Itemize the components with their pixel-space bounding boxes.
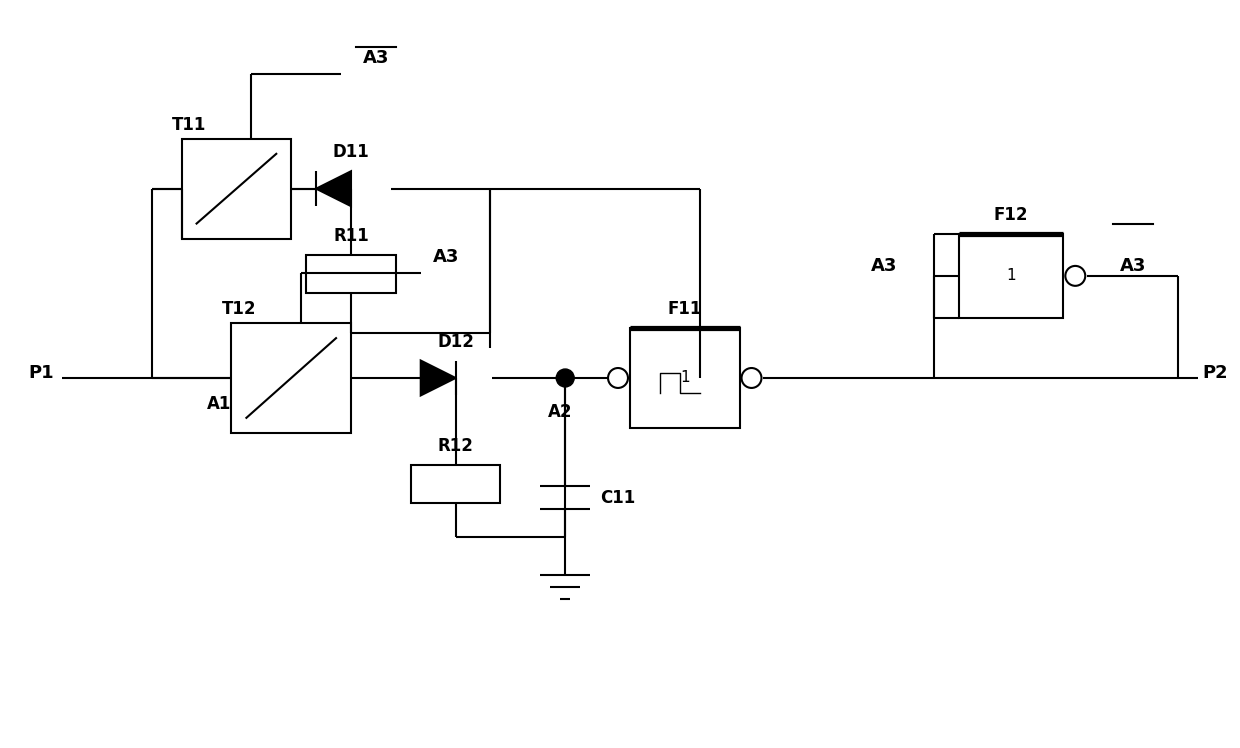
Text: A3: A3	[1120, 257, 1146, 275]
Text: P1: P1	[29, 364, 55, 382]
Text: 1: 1	[1006, 269, 1016, 283]
Bar	[306, 255, 396, 293]
Text: A3: A3	[433, 248, 459, 266]
Polygon shape	[420, 361, 455, 396]
Text: D11: D11	[332, 144, 370, 162]
Circle shape	[557, 369, 574, 387]
Text: A3: A3	[363, 49, 389, 67]
Text: D12: D12	[438, 333, 474, 351]
Text: F12: F12	[993, 206, 1028, 224]
Text: T12: T12	[222, 300, 255, 318]
Text: R11: R11	[334, 227, 368, 245]
Text: A3: A3	[870, 257, 898, 275]
Text: T11: T11	[171, 116, 206, 134]
Bar	[959, 233, 1064, 318]
Bar	[630, 328, 739, 428]
Bar	[181, 139, 291, 239]
Bar	[232, 323, 351, 433]
Text: 1: 1	[680, 370, 689, 385]
Bar	[410, 465, 501, 503]
Text: P2: P2	[1203, 364, 1229, 382]
Text: A2: A2	[548, 403, 573, 421]
Polygon shape	[316, 171, 351, 206]
Text: F11: F11	[667, 300, 702, 318]
Text: C11: C11	[600, 488, 635, 506]
Text: A1: A1	[207, 395, 231, 413]
Text: R12: R12	[438, 437, 474, 455]
